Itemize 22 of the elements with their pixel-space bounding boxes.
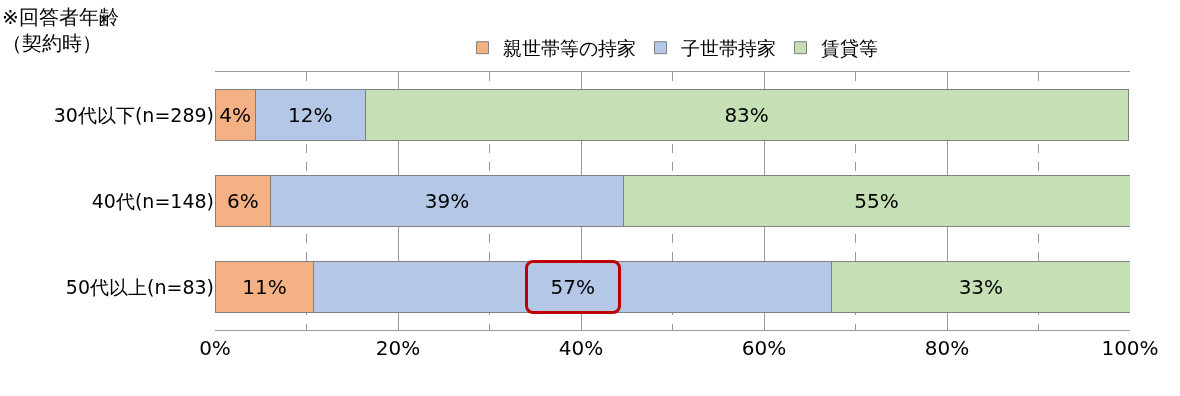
x-tick-label: 80% bbox=[924, 336, 970, 360]
y-tick-label: 40代(n=148) bbox=[91, 189, 214, 212]
data-label: 57% bbox=[550, 275, 595, 299]
data-label: 55% bbox=[854, 189, 899, 213]
data-label: 11% bbox=[242, 275, 287, 299]
legend-label: 子世帯持家 bbox=[680, 37, 776, 60]
data-label: 4% bbox=[219, 103, 251, 127]
data-label: 39% bbox=[424, 189, 470, 213]
x-tick-label: 40% bbox=[558, 336, 604, 360]
y-axis-title: ※回答者年齢（契約時） bbox=[2, 4, 120, 56]
x-tick-label: 60% bbox=[741, 336, 787, 360]
data-label: 33% bbox=[958, 275, 1004, 299]
data-label: 83% bbox=[724, 103, 769, 127]
y-tick-label: 50代以上(n=83) bbox=[65, 275, 214, 298]
y-tick-label: 30代以下(n=289) bbox=[53, 103, 214, 126]
legend-label: 親世帯等の持家 bbox=[502, 37, 636, 60]
data-label: 12% bbox=[287, 103, 333, 127]
x-tick-label: 20% bbox=[375, 336, 421, 360]
x-tick-label: 100% bbox=[1101, 336, 1159, 360]
legend-label: 賃貸等 bbox=[820, 37, 878, 60]
data-label: 6% bbox=[227, 189, 259, 213]
x-tick-label: 0% bbox=[199, 336, 231, 360]
